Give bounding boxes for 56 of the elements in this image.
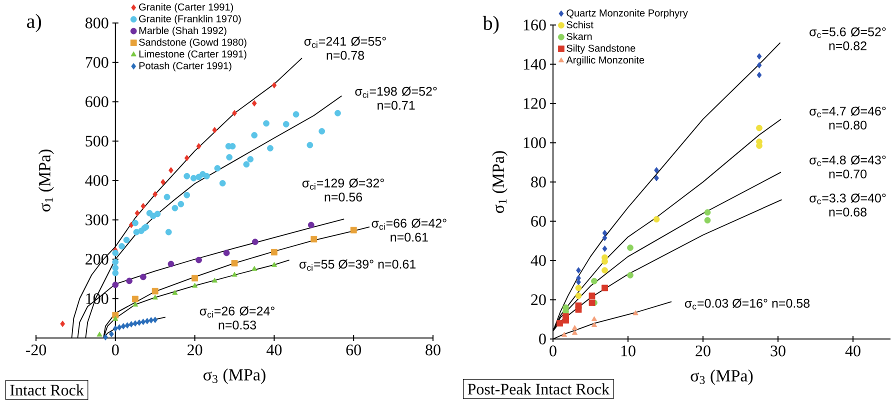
y-tick-label: 60: [531, 216, 546, 227]
y-tick-label: 800: [85, 18, 108, 28]
annotation: σ$_{ci}$=66 Ø=42° n=0.61: [372, 218, 446, 242]
annotation: σ$_{ci}$=198 Ø=52° n=0.71: [355, 86, 437, 110]
annotation: σ$_{c}$=0.03 Ø=16° n=0.58: [684, 298, 810, 310]
legend-label: Sandstone (Gowd 1980): [139, 38, 246, 48]
x-tick-label: 0: [550, 346, 556, 356]
annotation: σ$_{ci}$=55 Ø=39° n=0.61: [300, 260, 416, 271]
legend-label: Schist: [566, 20, 594, 28]
legend-label: Granite (Carter 1991): [139, 3, 234, 13]
y-tick-label: 160: [524, 20, 546, 30]
annotation: σ$_{ci}$=26 Ø=24° n=0.53: [200, 306, 274, 330]
annotation: σ$_{c}$=4.7 Ø=46° n=0.80: [810, 106, 886, 130]
y-tick-label: 40: [530, 255, 546, 266]
x-tick-label: 40: [845, 346, 860, 356]
x-axis-title: σ$_{3}$ (MPa): [690, 370, 753, 385]
legend-label: Marble (Shah 1992): [139, 26, 226, 36]
legend-label: Silty Sandstone: [566, 44, 636, 54]
text: Post-Peak Intact Rock: [468, 383, 610, 395]
y-tick-label: 400: [85, 175, 108, 186]
x-tick-label: 10: [621, 346, 636, 356]
y-tick-label: 700: [86, 56, 108, 68]
annotation: σ$_{c}$=3.3 Ø=40° n=0.68: [810, 193, 886, 216]
y-tick-label: 500: [86, 136, 108, 147]
y-tick-label: 100: [524, 137, 546, 148]
legend-label: Argillic Monzonite: [566, 56, 644, 66]
y-axis-title: σ$_{1}$ (MPa): [492, 151, 508, 214]
annotation: σ$_{c}$=4.8 Ø=43° n=0.70: [810, 155, 886, 178]
y-tick-label: 300: [86, 214, 108, 226]
legend-label: Potash (Carter 1991): [139, 62, 232, 72]
annotation: σ$_{ci}$=241 Ø=55° n=0.78: [304, 36, 386, 60]
x-tick-label: 60: [346, 344, 361, 356]
y-tick-label: 80: [531, 176, 546, 188]
legend-label: Quartz Monzonite Porphyry: [566, 9, 688, 19]
x-tick-label: 30: [770, 346, 786, 356]
y-tick-label: 600: [86, 96, 108, 108]
x-tick-label: 80: [426, 344, 440, 356]
x-tick-label: -20: [26, 344, 46, 356]
chart-title: b): [482, 16, 499, 34]
x-tick-label: 40: [266, 344, 282, 356]
text: Intact Rock: [10, 384, 84, 396]
chart-title: a): [27, 14, 41, 32]
legend-label: Granite (Franklin 1970): [139, 14, 241, 24]
x-tick-label: 0: [112, 344, 119, 356]
legend-label: Skarn: [566, 32, 592, 40]
y-tick-label: 20: [531, 294, 546, 306]
y-tick-label: 120: [524, 98, 546, 109]
annotation: σ$_{c}$=5.6 Ø=52° n=0.82: [810, 27, 886, 50]
y-axis-title: σ$_{1}$ (MPa): [38, 150, 54, 212]
legend-label: Limestone (Carter 1991): [139, 50, 246, 60]
y-tick-label: 140: [524, 58, 546, 70]
y-tick-label: 0: [539, 334, 546, 344]
annotation: σ$_{ci}$=129 Ø=32° n=0.56: [302, 178, 384, 202]
x-tick-label: 20: [188, 344, 202, 356]
x-tick-label: 20: [696, 346, 710, 356]
x-axis-title: σ$_{3}$ (MPa): [203, 368, 266, 384]
